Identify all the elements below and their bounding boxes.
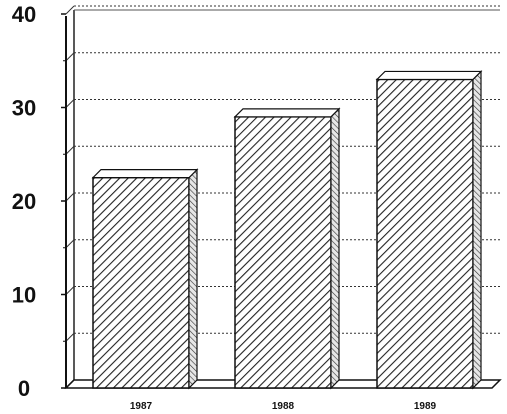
x-tick-label: 1989 — [414, 401, 437, 412]
gridline-side — [65, 286, 75, 295]
bar-1989 — [376, 78, 474, 389]
y-tick-label: 40 — [12, 2, 36, 27]
bar-top-1988 — [233, 108, 341, 118]
y-tick-label: 20 — [12, 189, 36, 214]
gridline-side — [65, 239, 75, 249]
bar-1988 — [234, 116, 332, 389]
gridline-side — [65, 52, 75, 62]
bar-top-1987 — [91, 169, 199, 179]
bar-top-1989 — [375, 70, 483, 81]
x-tick-label: 1988 — [272, 401, 295, 412]
y-tick-label: 30 — [12, 96, 36, 121]
labels: 0 10 20 30 40 1987 1988 1989 — [12, 2, 437, 412]
gridline-side — [65, 145, 75, 155]
bar-side-1989 — [472, 70, 482, 390]
x-tick-label: 1987 — [130, 401, 153, 412]
y-tick-label: 0 — [18, 376, 30, 401]
bar-side-1987 — [188, 168, 198, 390]
y-tick-label: 10 — [12, 283, 36, 308]
gridline-side — [65, 332, 75, 342]
gridline-side — [65, 5, 75, 15]
gridline-side — [65, 192, 75, 202]
bar-1987 — [92, 176, 190, 389]
bars — [91, 70, 483, 390]
back-wall-left-edge — [65, 10, 75, 389]
gridline-side — [65, 99, 75, 108]
bar-side-1988 — [330, 107, 340, 390]
